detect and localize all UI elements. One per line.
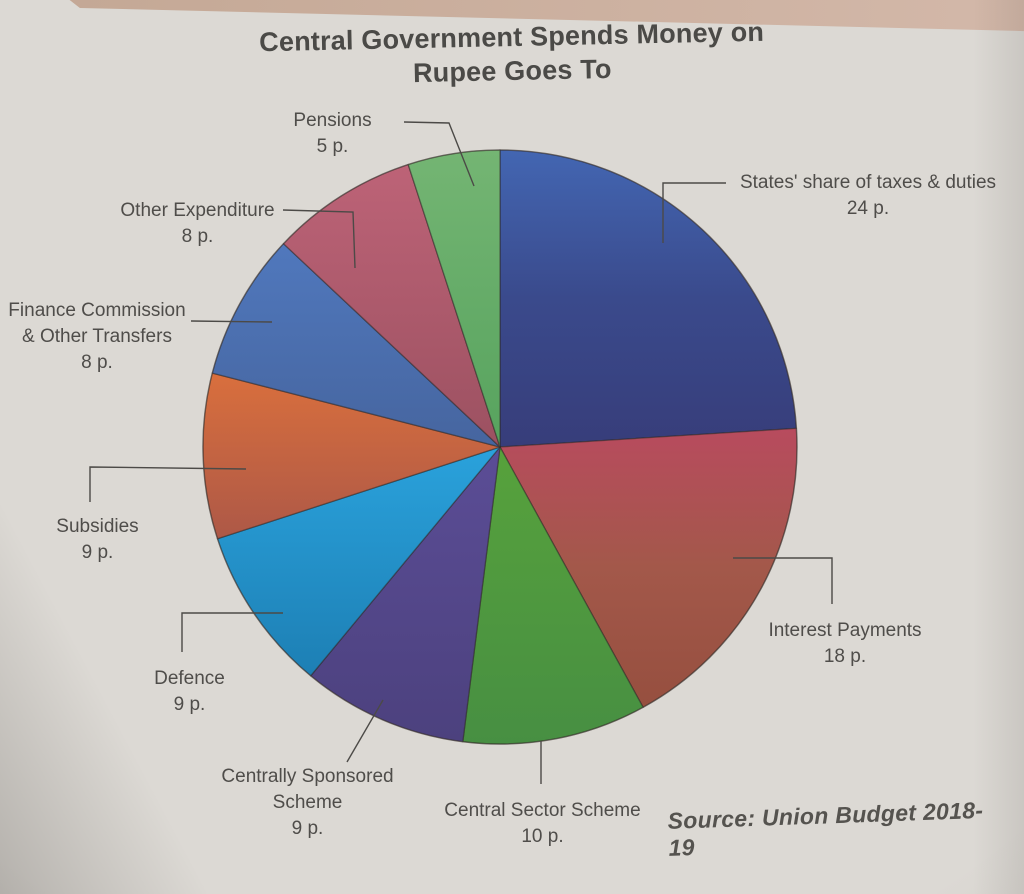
pie-outline <box>202 149 798 745</box>
leader-line-states-share <box>662 182 726 243</box>
label-text: Other Expenditure <box>120 200 275 221</box>
label-value: 10 p. <box>521 826 564 847</box>
pie-slice-subsidies <box>202 372 501 540</box>
label-text: Defence <box>154 668 225 689</box>
pie-slice-defence <box>216 446 501 677</box>
slice-label-centrally-sponsored-scheme: Centrally Sponsored Scheme 9 p. <box>210 764 405 842</box>
label-value: 9 p. <box>81 542 114 563</box>
leader-line-subsidies <box>89 466 247 502</box>
slice-label-subsidies: Subsidies 9 p. <box>30 514 165 566</box>
leader-line-finance-commission <box>190 320 273 323</box>
pie-slice-finance-commission-other-transfers <box>211 243 501 448</box>
label-text: Subsidies <box>56 516 139 537</box>
leader-line-pensions <box>403 121 475 187</box>
pie-slice-centrally-sponsored-scheme <box>310 446 501 743</box>
pie-slices <box>202 149 798 745</box>
label-value: 24 p. <box>846 198 890 219</box>
label-value: 5 p. <box>316 136 349 157</box>
slice-label-other-expenditure: Other Expenditure 8 p. <box>105 198 290 250</box>
slice-label-finance-commission: Finance Commission & Other Transfers 8 p… <box>8 298 186 376</box>
label-value: 8 p. <box>181 226 214 247</box>
slice-label-defence: Defence 9 p. <box>122 666 257 718</box>
label-text: Finance Commission & Other Transfers <box>8 300 186 347</box>
label-value: 18 p. <box>823 646 867 667</box>
slice-label-central-sector-scheme: Central Sector Scheme 10 p. <box>425 798 660 850</box>
leader-line-other-expenditure <box>282 209 356 269</box>
pie-slice-central-sector-scheme <box>462 446 644 745</box>
slice-label-pensions: Pensions 5 p. <box>265 108 400 160</box>
pie-slice-other-expenditure <box>282 163 501 448</box>
label-value: 9 p. <box>291 818 324 839</box>
leader-line-interest-payments <box>733 557 833 604</box>
label-text: States' share of taxes & duties <box>739 172 997 193</box>
leader-line-centrally-sponsored-scheme <box>346 699 384 763</box>
leader-line-defence <box>181 612 283 652</box>
label-text: Central Sector Scheme <box>444 800 641 821</box>
pie-slice-interest-payments <box>499 427 798 708</box>
label-text: Centrally Sponsored Scheme <box>221 766 394 813</box>
label-text: Interest Payments <box>768 620 922 641</box>
label-text: Pensions <box>293 110 372 131</box>
pie-slice-pensions <box>407 149 501 448</box>
slice-label-states-share: States' share of taxes & duties 24 p. <box>718 170 1018 222</box>
label-value: 8 p. <box>81 352 113 373</box>
slice-label-interest-payments: Interest Payments 18 p. <box>745 618 945 670</box>
pie-slice-states-share-of-taxes-duties <box>499 149 798 448</box>
label-value: 9 p. <box>173 694 206 715</box>
